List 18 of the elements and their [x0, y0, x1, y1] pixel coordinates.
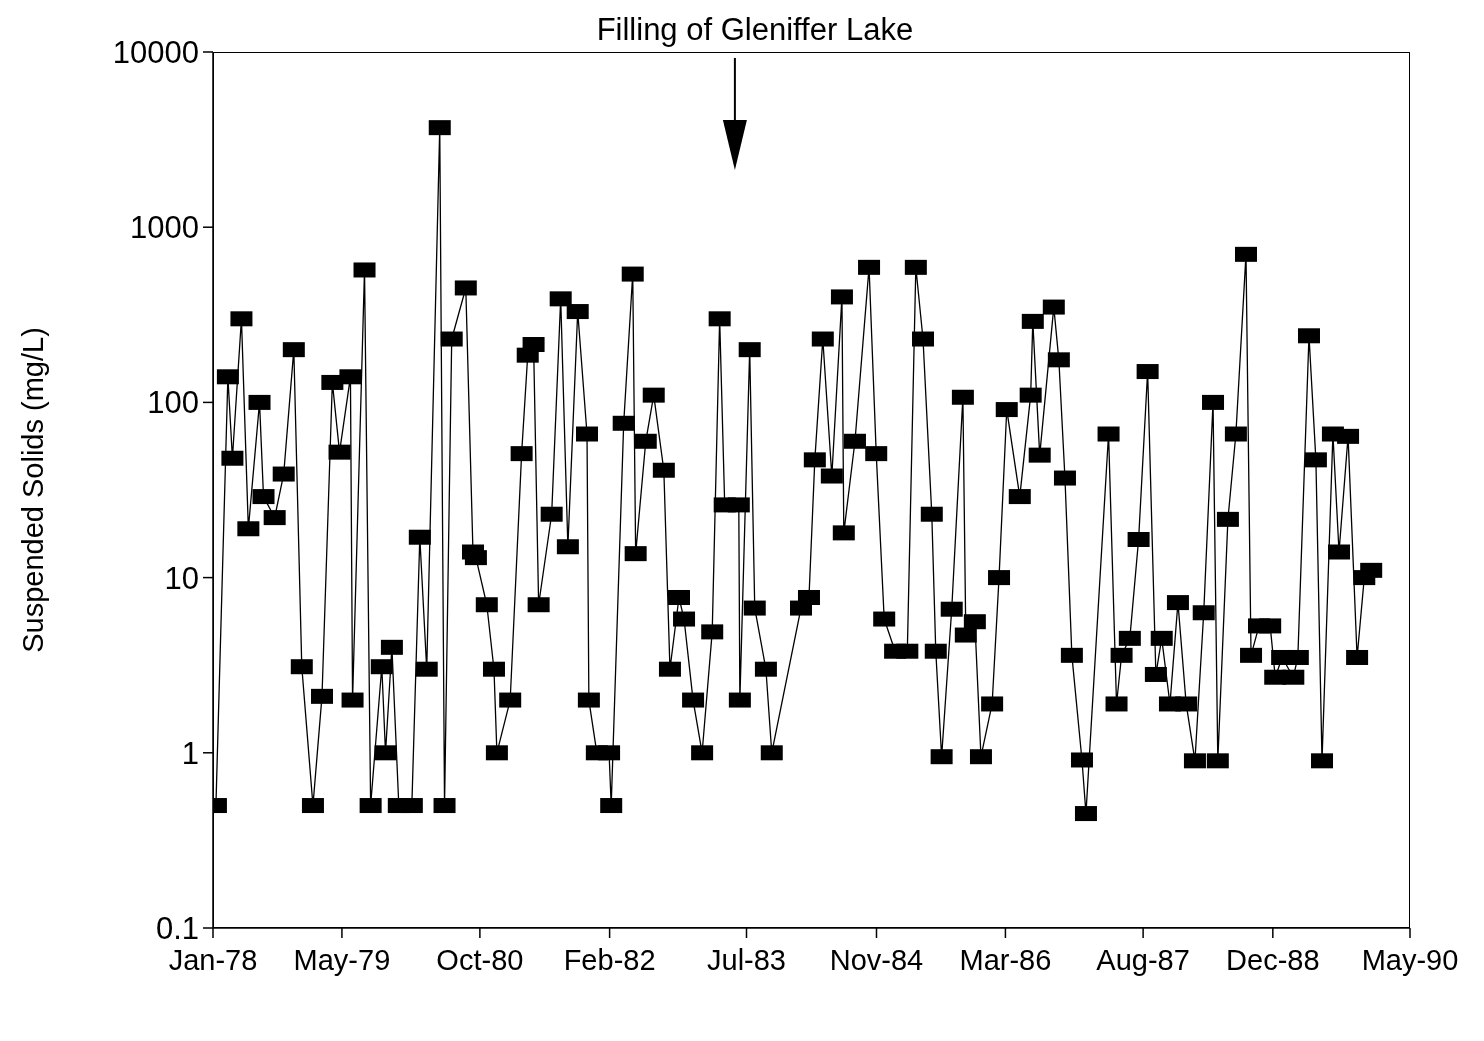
x-tick-label: Dec-88: [1226, 944, 1320, 976]
x-tick-label: Feb-82: [563, 944, 656, 976]
y-tick-label: 100: [147, 385, 199, 421]
x-tick-label: Aug-87: [1096, 944, 1190, 976]
x-tick-label: Jan-78: [168, 944, 258, 976]
y-axis-title: Suspended Solids (mg/L): [17, 327, 50, 653]
y-tick-label: 1000: [130, 210, 199, 246]
y-tick-label: 10000: [112, 35, 199, 70]
x-tick-label: Jul-83: [707, 944, 787, 976]
x-tick-label: Nov-84: [829, 944, 924, 976]
y-tick-label: 0.1: [155, 911, 199, 946]
y-tick-label: 10: [164, 560, 199, 596]
text: Filling of Gleniffer Lake: [596, 12, 914, 47]
x-tick-label: Oct-80: [436, 944, 524, 976]
x-tick-label: Mar-86: [959, 944, 1052, 976]
y-tick-label: 1: [181, 735, 199, 771]
x-tick-label: May-90: [1361, 944, 1459, 976]
x-tick-label: May-79: [293, 944, 391, 976]
